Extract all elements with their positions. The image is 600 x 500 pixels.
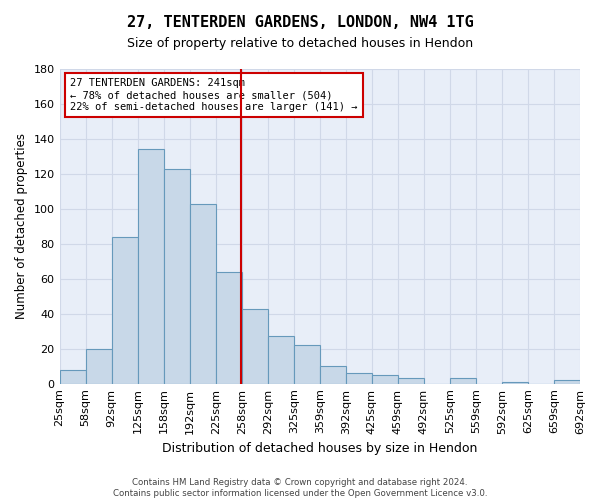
- Text: 27, TENTERDEN GARDENS, LONDON, NW4 1TG: 27, TENTERDEN GARDENS, LONDON, NW4 1TG: [127, 15, 473, 30]
- Text: 27 TENTERDEN GARDENS: 241sqm
← 78% of detached houses are smaller (504)
22% of s: 27 TENTERDEN GARDENS: 241sqm ← 78% of de…: [70, 78, 358, 112]
- Bar: [86, 348, 112, 384]
- X-axis label: Distribution of detached houses by size in Hendon: Distribution of detached houses by size …: [162, 442, 478, 455]
- Bar: [242, 308, 268, 384]
- Bar: [502, 382, 528, 384]
- Bar: [190, 204, 215, 384]
- Bar: [164, 168, 190, 384]
- Bar: [320, 366, 346, 384]
- Bar: [372, 375, 398, 384]
- Bar: [294, 345, 320, 384]
- Y-axis label: Number of detached properties: Number of detached properties: [15, 134, 28, 320]
- Bar: [215, 272, 242, 384]
- Bar: [268, 336, 294, 384]
- Text: Contains HM Land Registry data © Crown copyright and database right 2024.
Contai: Contains HM Land Registry data © Crown c…: [113, 478, 487, 498]
- Bar: [398, 378, 424, 384]
- Bar: [59, 370, 86, 384]
- Bar: [346, 373, 372, 384]
- Bar: [450, 378, 476, 384]
- Bar: [554, 380, 580, 384]
- Bar: [137, 150, 164, 384]
- Bar: [112, 237, 137, 384]
- Text: Size of property relative to detached houses in Hendon: Size of property relative to detached ho…: [127, 38, 473, 51]
